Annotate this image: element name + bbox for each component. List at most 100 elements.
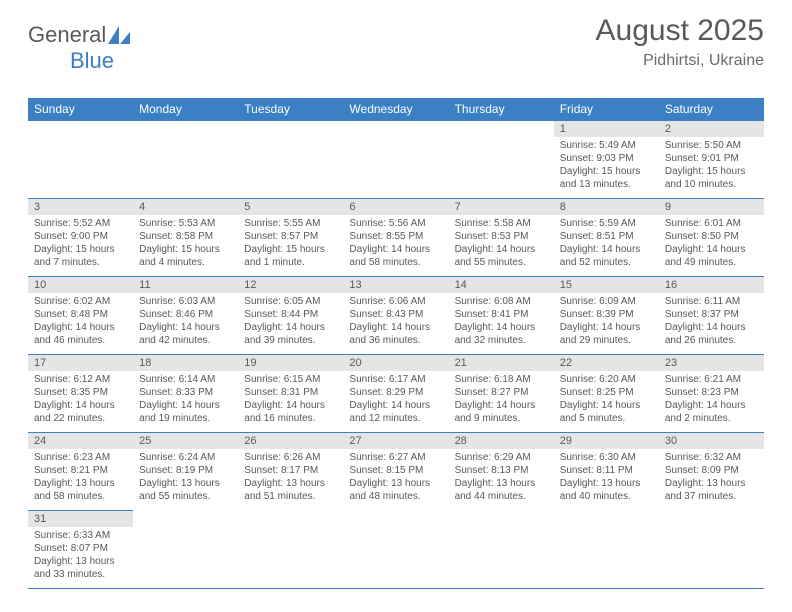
day-details: Sunrise: 5:53 AMSunset: 8:58 PMDaylight:… (133, 215, 238, 273)
day-details: Sunrise: 6:23 AMSunset: 8:21 PMDaylight:… (28, 449, 133, 507)
calendar-cell-empty (133, 121, 238, 199)
calendar-body: 1Sunrise: 5:49 AMSunset: 9:03 PMDaylight… (28, 121, 764, 589)
calendar-cell: 2Sunrise: 5:50 AMSunset: 9:01 PMDaylight… (659, 121, 764, 199)
calendar-cell: 5Sunrise: 5:55 AMSunset: 8:57 PMDaylight… (238, 199, 343, 277)
day-details: Sunrise: 6:05 AMSunset: 8:44 PMDaylight:… (238, 293, 343, 351)
calendar-cell-empty (238, 121, 343, 199)
calendar-cell: 8Sunrise: 5:59 AMSunset: 8:51 PMDaylight… (554, 199, 659, 277)
day-number: 29 (554, 433, 659, 449)
calendar-cell-empty (659, 511, 764, 589)
day-number: 26 (238, 433, 343, 449)
day-number: 27 (343, 433, 448, 449)
calendar-table: SundayMondayTuesdayWednesdayThursdayFrid… (28, 98, 764, 589)
weekday-header: Sunday (28, 98, 133, 121)
day-number: 3 (28, 199, 133, 215)
calendar-cell: 24Sunrise: 6:23 AMSunset: 8:21 PMDayligh… (28, 433, 133, 511)
day-number: 2 (659, 121, 764, 137)
calendar-cell: 7Sunrise: 5:58 AMSunset: 8:53 PMDaylight… (449, 199, 554, 277)
logo: General Blue (28, 22, 130, 74)
day-details: Sunrise: 6:17 AMSunset: 8:29 PMDaylight:… (343, 371, 448, 429)
calendar-cell: 15Sunrise: 6:09 AMSunset: 8:39 PMDayligh… (554, 277, 659, 355)
calendar-cell-empty (238, 511, 343, 589)
day-details: Sunrise: 6:26 AMSunset: 8:17 PMDaylight:… (238, 449, 343, 507)
calendar-cell: 3Sunrise: 5:52 AMSunset: 9:00 PMDaylight… (28, 199, 133, 277)
day-number: 23 (659, 355, 764, 371)
weekday-header: Saturday (659, 98, 764, 121)
day-number: 11 (133, 277, 238, 293)
day-number: 4 (133, 199, 238, 215)
calendar-cell: 1Sunrise: 5:49 AMSunset: 9:03 PMDaylight… (554, 121, 659, 199)
calendar-cell-empty (133, 511, 238, 589)
day-details: Sunrise: 6:21 AMSunset: 8:23 PMDaylight:… (659, 371, 764, 429)
day-number: 25 (133, 433, 238, 449)
day-number: 21 (449, 355, 554, 371)
day-details: Sunrise: 6:02 AMSunset: 8:48 PMDaylight:… (28, 293, 133, 351)
day-details: Sunrise: 6:24 AMSunset: 8:19 PMDaylight:… (133, 449, 238, 507)
weekday-header: Wednesday (343, 98, 448, 121)
day-details: Sunrise: 6:30 AMSunset: 8:11 PMDaylight:… (554, 449, 659, 507)
day-number: 5 (238, 199, 343, 215)
calendar-cell: 20Sunrise: 6:17 AMSunset: 8:29 PMDayligh… (343, 355, 448, 433)
day-number: 8 (554, 199, 659, 215)
calendar-cell-empty (343, 511, 448, 589)
calendar-cell: 14Sunrise: 6:08 AMSunset: 8:41 PMDayligh… (449, 277, 554, 355)
calendar-cell: 29Sunrise: 6:30 AMSunset: 8:11 PMDayligh… (554, 433, 659, 511)
day-number: 15 (554, 277, 659, 293)
calendar-cell: 28Sunrise: 6:29 AMSunset: 8:13 PMDayligh… (449, 433, 554, 511)
day-number: 7 (449, 199, 554, 215)
day-number: 18 (133, 355, 238, 371)
logo-text-1: General (28, 22, 106, 47)
weekday-header: Tuesday (238, 98, 343, 121)
day-details: Sunrise: 6:27 AMSunset: 8:15 PMDaylight:… (343, 449, 448, 507)
day-number: 1 (554, 121, 659, 137)
day-details: Sunrise: 6:33 AMSunset: 8:07 PMDaylight:… (28, 527, 133, 585)
calendar-cell: 26Sunrise: 6:26 AMSunset: 8:17 PMDayligh… (238, 433, 343, 511)
calendar-cell: 4Sunrise: 5:53 AMSunset: 8:58 PMDaylight… (133, 199, 238, 277)
title-block: August 2025 Pidhirtsi, Ukraine (596, 14, 764, 70)
day-number: 19 (238, 355, 343, 371)
calendar-cell: 25Sunrise: 6:24 AMSunset: 8:19 PMDayligh… (133, 433, 238, 511)
day-number: 22 (554, 355, 659, 371)
calendar-cell: 19Sunrise: 6:15 AMSunset: 8:31 PMDayligh… (238, 355, 343, 433)
day-details: Sunrise: 6:03 AMSunset: 8:46 PMDaylight:… (133, 293, 238, 351)
calendar-cell: 16Sunrise: 6:11 AMSunset: 8:37 PMDayligh… (659, 277, 764, 355)
day-details: Sunrise: 6:29 AMSunset: 8:13 PMDaylight:… (449, 449, 554, 507)
calendar-cell-empty (449, 511, 554, 589)
calendar-cell: 23Sunrise: 6:21 AMSunset: 8:23 PMDayligh… (659, 355, 764, 433)
calendar-cell: 10Sunrise: 6:02 AMSunset: 8:48 PMDayligh… (28, 277, 133, 355)
calendar-cell-empty (343, 121, 448, 199)
day-number: 14 (449, 277, 554, 293)
day-details: Sunrise: 6:20 AMSunset: 8:25 PMDaylight:… (554, 371, 659, 429)
calendar-head: SundayMondayTuesdayWednesdayThursdayFrid… (28, 98, 764, 121)
day-number: 24 (28, 433, 133, 449)
day-number: 16 (659, 277, 764, 293)
day-number: 28 (449, 433, 554, 449)
calendar-cell: 21Sunrise: 6:18 AMSunset: 8:27 PMDayligh… (449, 355, 554, 433)
day-number: 9 (659, 199, 764, 215)
day-details: Sunrise: 6:11 AMSunset: 8:37 PMDaylight:… (659, 293, 764, 351)
day-details: Sunrise: 6:15 AMSunset: 8:31 PMDaylight:… (238, 371, 343, 429)
day-details: Sunrise: 5:58 AMSunset: 8:53 PMDaylight:… (449, 215, 554, 273)
day-number: 30 (659, 433, 764, 449)
day-details: Sunrise: 5:56 AMSunset: 8:55 PMDaylight:… (343, 215, 448, 273)
calendar-cell: 27Sunrise: 6:27 AMSunset: 8:15 PMDayligh… (343, 433, 448, 511)
day-details: Sunrise: 6:06 AMSunset: 8:43 PMDaylight:… (343, 293, 448, 351)
calendar-cell: 6Sunrise: 5:56 AMSunset: 8:55 PMDaylight… (343, 199, 448, 277)
day-details: Sunrise: 6:32 AMSunset: 8:09 PMDaylight:… (659, 449, 764, 507)
day-details: Sunrise: 5:59 AMSunset: 8:51 PMDaylight:… (554, 215, 659, 273)
day-details: Sunrise: 5:55 AMSunset: 8:57 PMDaylight:… (238, 215, 343, 273)
weekday-header: Thursday (449, 98, 554, 121)
calendar-cell-empty (554, 511, 659, 589)
day-details: Sunrise: 5:52 AMSunset: 9:00 PMDaylight:… (28, 215, 133, 273)
location: Pidhirtsi, Ukraine (596, 52, 764, 70)
calendar-cell-empty (28, 121, 133, 199)
calendar-cell: 9Sunrise: 6:01 AMSunset: 8:50 PMDaylight… (659, 199, 764, 277)
day-number: 13 (343, 277, 448, 293)
page-title: August 2025 (596, 14, 764, 48)
calendar-cell: 17Sunrise: 6:12 AMSunset: 8:35 PMDayligh… (28, 355, 133, 433)
calendar-cell: 13Sunrise: 6:06 AMSunset: 8:43 PMDayligh… (343, 277, 448, 355)
day-details: Sunrise: 5:49 AMSunset: 9:03 PMDaylight:… (554, 137, 659, 195)
day-number: 6 (343, 199, 448, 215)
logo-text-2: Blue (70, 48, 114, 73)
day-details: Sunrise: 6:01 AMSunset: 8:50 PMDaylight:… (659, 215, 764, 273)
